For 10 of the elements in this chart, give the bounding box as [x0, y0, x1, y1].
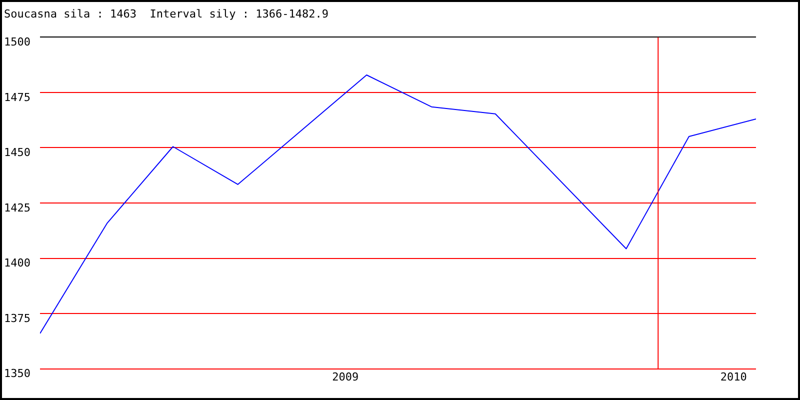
- y-tick-label: 1450: [4, 146, 30, 160]
- y-tick-label: 1400: [4, 256, 30, 270]
- y-tick-label: 1375: [4, 312, 30, 325]
- y-tick-label: 1500: [4, 36, 30, 49]
- x-tick-label: 2009: [332, 370, 359, 384]
- y-tick-label: 1475: [4, 90, 30, 104]
- chart-title: Soucasna sila : 1463 Interval sily : 1366-1482.9: [4, 7, 329, 20]
- x-tick-label: 2010: [720, 370, 747, 384]
- y-tick-label: 1425: [4, 201, 30, 214]
- y-tick-label: 1350: [4, 367, 30, 380]
